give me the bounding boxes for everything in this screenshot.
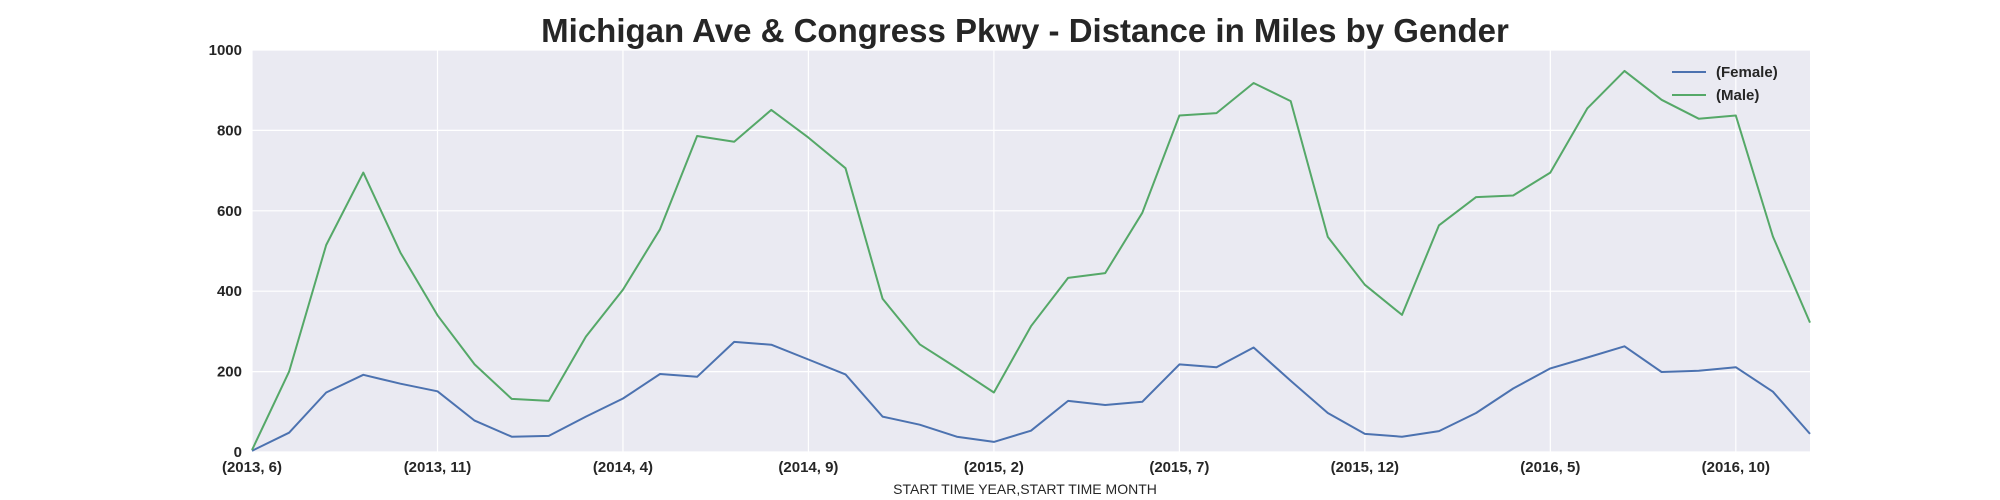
series-line-1 xyxy=(251,69,1811,451)
x-axis-label: START TIME YEAR,START TIME MONTH xyxy=(893,481,1157,497)
x-tick-labels: (2013, 6) (2013, 11) (2014, 4) (2014, 9) (20… xyxy=(222,459,1770,476)
y-tick-label: 800 xyxy=(217,122,242,139)
x-tick-label: (2015, 7) xyxy=(1149,459,1209,476)
x-tick-label: (2015, 12) xyxy=(1331,459,1399,476)
y-tick-labels: 0 200 400 600 800 1000 xyxy=(209,42,242,461)
legend: (Female) (Male) xyxy=(1672,64,1778,104)
x-tick-label: (2016, 5) xyxy=(1520,459,1580,476)
series-lines xyxy=(251,69,1811,452)
y-tick-label: 400 xyxy=(217,283,242,300)
x-tick-label: (2014, 9) xyxy=(778,459,838,476)
x-tick-label: (2014, 4) xyxy=(593,459,653,476)
legend-label: (Female) xyxy=(1716,64,1778,81)
plot-area xyxy=(252,50,1810,452)
x-tick-label: (2013, 6) xyxy=(222,459,282,476)
y-tick-label: 0 xyxy=(234,444,242,461)
y-tick-label: 600 xyxy=(217,203,242,220)
x-tick-label: (2016, 10) xyxy=(1702,459,1770,476)
x-tick-label: (2015, 2) xyxy=(964,459,1024,476)
chart-title: Michigan Ave & Congress Pkwy - Distance … xyxy=(541,12,1509,49)
series-line-0 xyxy=(251,340,1811,452)
y-tick-label: 1000 xyxy=(209,42,242,59)
y-tick-label: 200 xyxy=(217,364,242,381)
x-tick-label: (2013, 11) xyxy=(404,459,472,476)
legend-label: (Male) xyxy=(1716,87,1759,104)
